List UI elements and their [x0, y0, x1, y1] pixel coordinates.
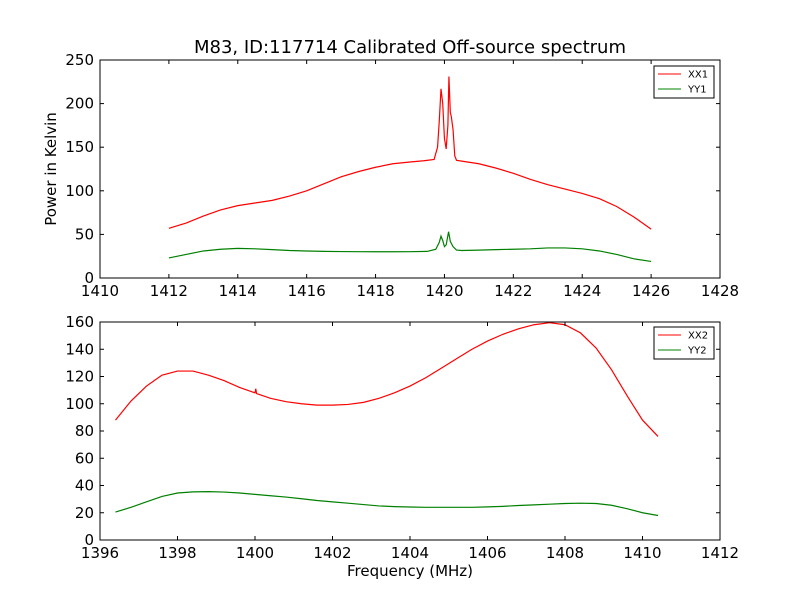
top-y-tick-label: 250 — [65, 51, 94, 69]
top-legend: XX1 YY1 — [653, 65, 715, 99]
bottom-legend-box — [653, 326, 715, 360]
top-y-tick-label: 150 — [65, 138, 94, 156]
bottom-y-tick-label: 140 — [65, 340, 94, 358]
series-line-xx2 — [115, 322, 659, 437]
bottom-y-tick-label: 120 — [65, 368, 94, 386]
bottom-panel: Frequency (MHz) 1396 1398 1400 1402 1404 1406… — [65, 313, 739, 580]
top-x-tick-label: 1428 — [701, 282, 739, 300]
bottom-x-tick-label: 1398 — [158, 544, 196, 562]
bottom-x-tick-label: 1408 — [546, 544, 584, 562]
top-x-tick-label: 1418 — [356, 282, 394, 300]
bottom-x-tick-label: 1400 — [236, 544, 274, 562]
bottom-x-tick-label: 1406 — [468, 544, 506, 562]
series-line-yy2 — [115, 491, 659, 517]
legend-label-xx1: XX1 — [688, 70, 708, 81]
bottom-y-tick-label: 100 — [65, 395, 94, 413]
series-line-xx1 — [168, 76, 652, 230]
top-series-group — [168, 76, 652, 263]
top-x-tick-label: 1414 — [219, 282, 257, 300]
top-x-tick-label: 1420 — [425, 282, 463, 300]
top-plot-frame — [99, 59, 721, 279]
bottom-y-tick-label: 40 — [75, 477, 94, 495]
x-axis-label: Frequency (MHz) — [347, 562, 473, 580]
legend-label-xx2: XX2 — [688, 331, 708, 342]
top-ticks-group: 1410 1412 1414 1416 1418 1420 1422 1424 1426 1428… — [65, 51, 739, 300]
bottom-y-tick-label: 20 — [75, 504, 94, 522]
top-x-tick-label: 1412 — [150, 282, 188, 300]
bottom-y-tick-label: 0 — [84, 531, 94, 549]
top-y-tick-label: 50 — [75, 225, 94, 243]
bottom-series-group — [115, 322, 659, 517]
bottom-x-tick-label: 1404 — [391, 544, 429, 562]
top-x-tick-label: 1426 — [632, 282, 670, 300]
top-panel: M83, ID:117714 Calibrated Off-source spe… — [42, 37, 739, 300]
bottom-y-tick-label: 160 — [65, 313, 94, 331]
top-x-tick-label: 1422 — [494, 282, 532, 300]
bottom-ticks-group: 1396 1398 1400 1402 1404 1406 1408 1410 1412 0 20 4… — [65, 313, 739, 562]
bottom-x-tick-label: 1412 — [701, 544, 739, 562]
top-legend-box — [653, 65, 715, 99]
top-y-tick-label: 200 — [65, 95, 94, 113]
bottom-x-tick-label: 1396 — [81, 544, 119, 562]
bottom-x-tick-label: 1410 — [623, 544, 661, 562]
y-axis-label: Power in Kelvin — [42, 112, 60, 226]
legend-label-yy2: YY2 — [687, 346, 707, 357]
top-x-tick-label: 1416 — [288, 282, 326, 300]
chart-title: M83, ID:117714 Calibrated Off-source spe… — [194, 37, 626, 58]
bottom-y-tick-label: 60 — [75, 449, 94, 467]
legend-label-yy1: YY1 — [687, 85, 707, 96]
bottom-x-tick-label: 1402 — [313, 544, 351, 562]
top-y-tick-label: 0 — [84, 269, 94, 287]
series-line-yy1 — [168, 231, 652, 263]
bottom-y-tick-label: 80 — [75, 422, 94, 440]
top-x-tick-label: 1410 — [81, 282, 119, 300]
top-y-tick-label: 100 — [65, 182, 94, 200]
top-x-tick-label: 1424 — [563, 282, 601, 300]
bottom-legend: XX2 YY2 — [653, 326, 715, 360]
